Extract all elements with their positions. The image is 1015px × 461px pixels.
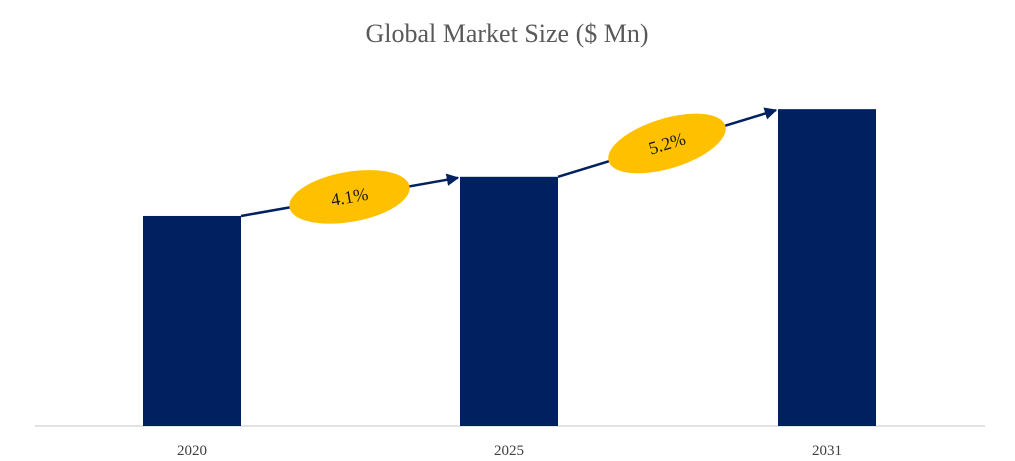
bar-2025 bbox=[460, 176, 558, 426]
cagr-badge-2 bbox=[608, 113, 726, 174]
cagr-arrows-layer: 4.1%5.2% bbox=[240, 107, 778, 224]
chart-title: Global Market Size ($ Mn) bbox=[365, 19, 648, 48]
x-tick-label-2020: 2020 bbox=[177, 443, 207, 459]
bar-2020 bbox=[143, 215, 241, 426]
x-tick-label-2031: 2031 bbox=[812, 443, 842, 459]
bar-2031 bbox=[778, 109, 876, 426]
x-tick-label-2025: 2025 bbox=[494, 443, 524, 459]
cagr-badge-1 bbox=[289, 170, 410, 224]
x-tick-labels: 2020 2025 2031 bbox=[177, 443, 842, 459]
bars-layer bbox=[143, 109, 876, 426]
